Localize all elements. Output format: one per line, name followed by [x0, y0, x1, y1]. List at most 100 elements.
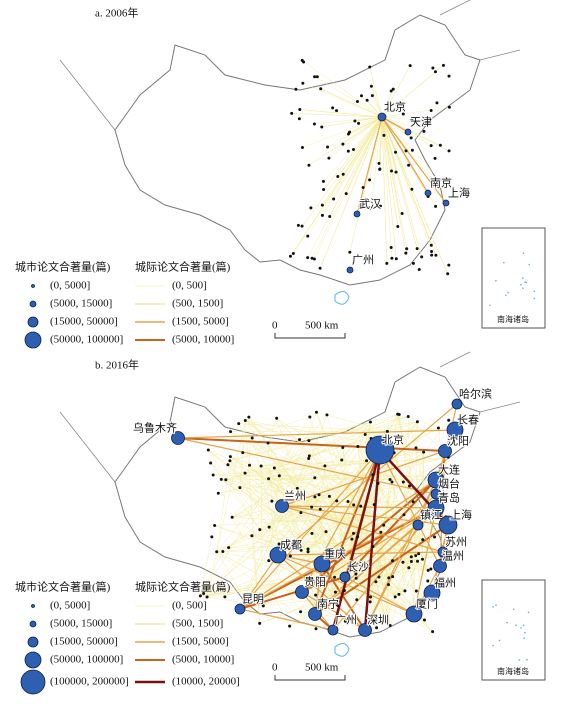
city-dot	[352, 503, 356, 507]
legend-link-label: (500, 1500]	[172, 618, 223, 630]
city-label: 上海	[450, 508, 472, 522]
city-dot	[341, 550, 345, 554]
city-node	[234, 603, 246, 615]
city-dot	[417, 552, 421, 556]
link-weak	[203, 553, 419, 594]
inset-island	[503, 261, 505, 264]
city-dot	[248, 463, 252, 467]
link-weak	[269, 526, 357, 579]
city-node	[269, 546, 287, 564]
link-weak	[302, 83, 383, 118]
city-dot	[401, 112, 405, 116]
link-strong	[277, 551, 444, 556]
city-dot	[394, 170, 398, 174]
city-dot	[307, 163, 311, 167]
city-dot	[429, 144, 433, 148]
border-line	[59, 351, 521, 483]
city-dot	[302, 60, 306, 64]
link-strong	[381, 116, 429, 194]
city-dot	[434, 204, 438, 208]
city-dot	[390, 256, 394, 260]
city-dot	[421, 538, 425, 542]
link-strong	[364, 479, 437, 631]
city-dot	[379, 530, 383, 534]
link-weak	[319, 116, 383, 269]
city-dot	[250, 534, 254, 538]
legend-node	[27, 316, 39, 328]
city-node	[446, 421, 464, 439]
inset-island	[495, 279, 497, 282]
city-dot	[332, 197, 336, 201]
link-weak	[381, 116, 437, 256]
link-weak	[381, 116, 425, 132]
link-strong	[177, 429, 456, 439]
city-dot	[410, 148, 414, 152]
city-dot	[354, 576, 358, 580]
city-dot	[341, 172, 345, 176]
city-dot	[371, 545, 375, 549]
city-dot	[320, 203, 324, 207]
inset-island	[520, 283, 522, 286]
link-weak	[239, 458, 309, 608]
link-weak	[267, 418, 277, 444]
city-dot	[327, 156, 331, 160]
link-strong	[314, 563, 323, 615]
city-dot	[433, 156, 437, 160]
city-dot	[224, 478, 228, 482]
link-weak	[232, 500, 272, 518]
link-weak	[225, 479, 270, 528]
link-weak	[381, 116, 422, 257]
city-dot	[352, 562, 356, 566]
city-dot	[341, 142, 345, 146]
link-weak	[417, 561, 429, 571]
city-dot	[299, 548, 303, 552]
city-dot	[211, 473, 215, 477]
city-dot	[266, 441, 270, 445]
city-dot	[377, 575, 381, 579]
link-weak	[381, 116, 418, 249]
link-weak	[251, 437, 280, 545]
city-dot	[258, 528, 262, 532]
city-label: 沈阳	[447, 434, 469, 448]
legend-node-label: (5000, 15000]	[50, 298, 112, 310]
city-dot	[202, 592, 206, 596]
link-weak	[203, 416, 311, 594]
city-dot	[277, 542, 281, 546]
city-dot	[221, 550, 225, 554]
city-dot	[378, 167, 382, 171]
link-weak	[261, 460, 367, 467]
link-weak	[301, 116, 383, 227]
link-weak	[276, 418, 361, 507]
city-dot	[438, 178, 442, 182]
city-dot	[320, 125, 324, 129]
city-dot	[422, 129, 426, 133]
city-label: 北京	[382, 433, 404, 447]
city-dot	[336, 603, 340, 607]
city-dot	[387, 108, 391, 112]
link-weak	[239, 420, 246, 488]
link-weak	[381, 116, 403, 214]
link-weak	[278, 496, 316, 545]
city-dot	[321, 179, 325, 183]
inset-island	[533, 297, 536, 300]
city-dot	[350, 537, 354, 541]
city-dot	[359, 94, 363, 98]
link-weak	[321, 116, 383, 128]
link-strong	[431, 524, 449, 594]
city-dot	[327, 494, 331, 498]
link-weak	[302, 116, 383, 148]
city-dot	[313, 476, 317, 480]
inset-island	[533, 290, 536, 293]
city-dot	[375, 626, 379, 630]
link-weak	[200, 536, 213, 596]
legend-node-label: (0, 5000]	[50, 600, 90, 612]
link-weak	[291, 113, 383, 118]
link-weak	[329, 116, 383, 217]
inset-label: 南海诸岛	[497, 666, 529, 676]
city-label: 南宁	[317, 597, 339, 611]
city-dot	[430, 253, 434, 257]
city-dot	[198, 594, 202, 598]
city-node	[424, 189, 432, 197]
link-weak	[314, 116, 383, 125]
legend-node	[31, 284, 35, 288]
